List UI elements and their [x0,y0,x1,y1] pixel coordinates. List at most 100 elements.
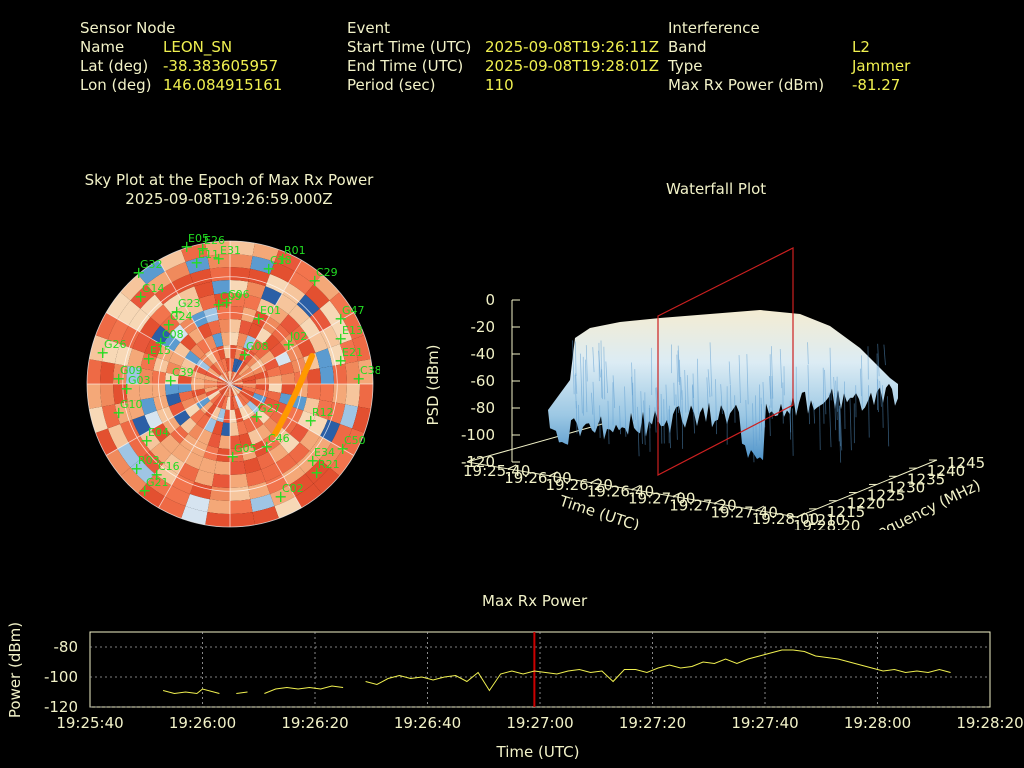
sky-cell [230,371,233,384]
sky-cell [89,406,108,433]
wf-surface-streak [729,384,732,411]
satellite-label: E21 [342,346,363,359]
sky-cell [185,493,210,513]
jammer-track [272,353,315,437]
wf-z-tick-label: -120 [461,453,495,471]
satellite-g47: +G47 [334,304,365,328]
sky-cell [207,390,221,401]
sky-cell [154,463,178,486]
sky-cell [198,294,217,311]
sky-cell [234,359,243,373]
sky-cell [221,372,230,384]
satellite-e21: +E21 [334,346,363,370]
sky-cell [230,473,249,488]
sky-cell [221,384,230,396]
satellite-r12: +R12 [304,406,334,430]
sky-cell [319,384,334,403]
sky-cell [247,429,263,446]
sky-cell [274,249,302,272]
sky-cell [274,496,302,519]
wf-surface-streak [839,405,843,451]
wf-back-edge [466,416,628,463]
sky-cell [213,361,224,375]
satellite-label: G26 [104,338,127,351]
wf-time-tick [755,505,764,511]
sky-cell [248,481,271,500]
satellite-label: R12 [312,406,334,419]
sky-cell [140,352,157,371]
mx-series-line [162,688,220,695]
satellite-e04: +E04 [140,426,169,450]
wf-surface-streak [663,399,665,444]
sky-cell [327,343,346,366]
sky-azimuth-line [158,259,231,385]
sky-cell [230,384,233,397]
sky-cell [207,432,221,449]
wf-surface-streak [877,379,879,413]
sky-cell [205,371,219,380]
sky-cell [114,402,133,425]
sky-cell [239,390,253,401]
satellite-label: J02 [289,330,307,343]
wf-time-tick [590,478,599,484]
sky-cell [151,423,171,443]
wf-surface-streak [679,359,682,413]
sensor-lat-value: -38.383605957 [163,57,279,75]
sky-cell [230,293,246,308]
sky-cell [306,384,321,400]
wf-z-axis-label: PSD (dBm) [424,344,442,425]
mx-y-tick-label: -120 [44,698,78,716]
sky-cell [128,308,151,332]
wf-time-tick [508,464,517,470]
satellite-e15: +E15 [142,344,171,368]
wf-z-tick-label: -60 [471,372,496,390]
satellite-label: C08 [162,328,184,341]
sky-azimuth-line [105,312,231,385]
sky-cell [252,506,279,525]
sky-cell [87,384,102,409]
sky-cell [243,335,256,351]
sky-cell [196,338,211,355]
mx-y-tick-label: -80 [54,638,79,656]
sky-cell [270,261,295,283]
sky-cell [178,390,194,402]
sky-cell [230,384,243,387]
wf-surface-streak [675,394,678,440]
wf-surface-streak [684,369,687,413]
sky-cell [256,423,272,441]
satellite-c29: +C29 [308,266,338,290]
sky-cell [288,304,310,326]
sky-cell [150,304,172,326]
sky-cell [269,342,287,358]
sky-cell [165,372,179,384]
sky-cell [280,314,300,334]
sky-cell [232,358,239,372]
interference-type-label: Type [668,57,703,75]
sky-cell [313,274,340,301]
sky-cell [221,358,228,372]
sky-cell [282,463,306,486]
event-heading: Event [347,19,390,37]
satellite-marker: + [304,411,317,430]
sky-cell [139,317,161,339]
sky-cell [232,396,239,410]
sky-cell [234,395,243,409]
mx-x-tick-label: 19:26:00 [169,714,236,732]
sky-cell [139,368,154,384]
sky-cell [127,399,145,420]
sky-cell [217,384,230,389]
sky-azimuth-line [229,312,355,385]
sky-cell [204,379,218,384]
sky-cell [252,243,279,262]
sky-cell [248,268,271,287]
satellite-label: C06 [228,288,250,301]
sky-cell [107,319,129,344]
sky-cell [207,319,221,336]
sky-cell [230,422,240,436]
wf-surface-streak [838,408,842,463]
mx-series-line [264,685,344,694]
sky-cell [275,453,297,475]
sky-cell [196,397,211,410]
sky-cell [207,499,230,514]
sky-cell [126,365,141,384]
